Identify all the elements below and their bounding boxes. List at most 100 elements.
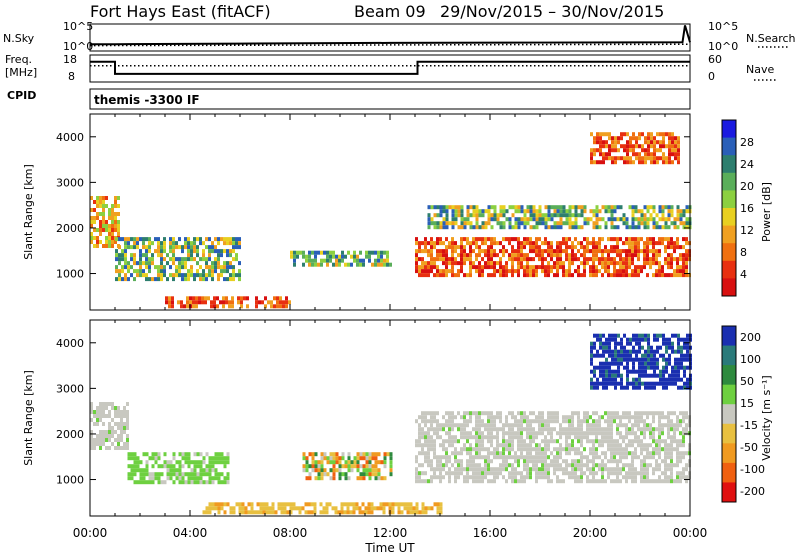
heat-cell-3 <box>326 456 330 461</box>
heat-cell-4 <box>472 265 475 270</box>
heat-cell-4 <box>667 455 670 460</box>
heat-cell-5 <box>614 361 617 366</box>
heat-cell-6 <box>632 152 635 157</box>
heat-cell-4 <box>511 475 514 480</box>
heat-cell-4 <box>646 443 649 448</box>
heat-cell-5 <box>674 357 677 362</box>
heat-cell-2 <box>409 506 413 511</box>
heat-cell-5 <box>607 205 611 210</box>
heat-cell-4 <box>553 447 556 452</box>
heat-cell-4 <box>571 411 574 416</box>
heat-cell-4 <box>502 439 505 444</box>
heat-cell-5 <box>674 373 677 378</box>
heat-cell-4 <box>469 261 472 266</box>
heat-cell-6 <box>665 144 668 149</box>
heat-cell-4 <box>541 415 544 420</box>
heat-cell-4 <box>685 237 688 242</box>
heat-cell-4 <box>526 423 529 428</box>
heat-cell-5 <box>629 353 632 358</box>
heat-cell-5 <box>499 213 503 218</box>
heat-cell-4 <box>505 423 508 428</box>
heat-cell-4 <box>454 447 457 452</box>
heat-cell-5 <box>671 365 674 370</box>
heat-cell-1 <box>157 456 161 461</box>
heat-cell-3 <box>359 464 363 469</box>
heat-cell-4 <box>682 455 685 460</box>
heat-cell-1 <box>157 480 161 485</box>
heat-cell-4 <box>487 257 490 262</box>
heat-cell-2 <box>244 510 248 515</box>
heat-cell-1 <box>133 480 137 485</box>
heat-cell-0 <box>99 224 102 228</box>
heat-cell-2 <box>397 502 401 507</box>
heat-cell-0 <box>102 422 105 426</box>
heat-cell-5 <box>614 333 617 338</box>
heat-cell-4 <box>493 471 496 476</box>
heat-cell-4 <box>508 411 511 416</box>
heat-cell-4 <box>475 427 478 432</box>
heat-cell-2 <box>268 506 272 511</box>
heat-cell-4 <box>469 443 472 448</box>
heat-cell-4 <box>457 273 460 278</box>
heat-cell-6 <box>596 140 599 145</box>
heat-cell-4 <box>421 269 424 274</box>
heat-cell-4 <box>649 479 652 484</box>
heat-cell-5 <box>686 377 689 382</box>
heat-cell-4 <box>547 269 550 274</box>
heat-cell-5 <box>490 213 494 218</box>
heat-cell-4 <box>535 269 538 274</box>
heat-cell-4 <box>637 265 640 270</box>
heat-cell-2 <box>391 510 395 515</box>
heat-cell-4 <box>610 237 613 242</box>
heat-cell-0 <box>111 228 114 232</box>
heat-cell-5 <box>511 205 515 210</box>
heat-cell-3 <box>302 262 305 267</box>
heat-cell-1 <box>130 452 134 457</box>
heat-cell-5 <box>686 357 689 362</box>
heat-cell-3 <box>374 464 378 469</box>
heat-cell-4 <box>616 443 619 448</box>
heat-cell-5 <box>517 209 521 214</box>
heat-cell-4 <box>415 479 418 484</box>
heat-cell-0 <box>111 434 114 438</box>
heat-cell-4 <box>517 253 520 258</box>
heat-cell-5 <box>544 213 548 218</box>
heat-cell-5 <box>556 205 560 210</box>
heat-cell-4 <box>673 439 676 444</box>
heat-cell-5 <box>614 385 617 390</box>
heat-cell-5 <box>601 205 605 210</box>
heat-cell-1 <box>196 460 200 465</box>
heat-cell-4 <box>676 237 679 242</box>
heat-cell-4 <box>580 423 583 428</box>
heat-cell-1 <box>184 472 188 477</box>
heat-cell-4 <box>493 415 496 420</box>
heat-cell-3 <box>305 468 309 473</box>
heat-cell-4 <box>487 261 490 266</box>
heat-cell-6 <box>626 132 629 137</box>
heat-cell-2 <box>244 506 248 511</box>
heat-cell-4 <box>535 237 538 242</box>
heat-cell-4 <box>445 245 448 250</box>
heat-cell-4 <box>481 273 484 278</box>
heat-cell-6 <box>638 160 641 165</box>
heat-cell-5 <box>523 209 527 214</box>
heat-cell-4 <box>511 245 514 250</box>
heat-cell-1 <box>172 472 176 477</box>
heat-cell-4 <box>475 447 478 452</box>
heat-cell-1 <box>127 269 130 274</box>
heat-cell-5 <box>599 381 602 386</box>
heat-cell-4 <box>682 245 685 250</box>
heat-cell-2 <box>265 502 269 507</box>
heat-cell-3 <box>308 464 312 469</box>
heat-cell-1 <box>169 273 172 278</box>
heat-cell-2 <box>340 502 344 507</box>
heat-cell-1 <box>169 472 173 477</box>
heat-cell-4 <box>427 241 430 246</box>
heat-cell-6 <box>620 136 623 141</box>
colorbar-swatch <box>722 443 736 464</box>
heat-cell-4 <box>475 423 478 428</box>
beam-label: Beam 09 <box>354 2 426 21</box>
heat-cell-4 <box>616 447 619 452</box>
heat-cell-5 <box>610 221 614 226</box>
heat-cell-4 <box>601 273 604 278</box>
